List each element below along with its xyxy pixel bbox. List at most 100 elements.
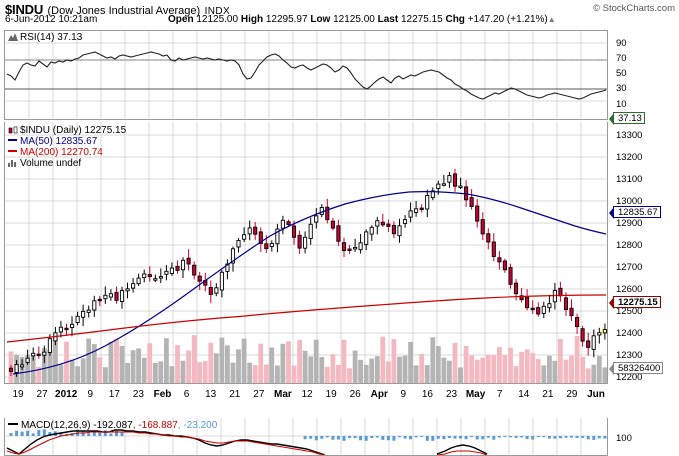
price-legend: $INDU (Daily) 12275.15 MA(50) 12835.67 M…	[8, 125, 126, 169]
candle-body	[447, 175, 452, 183]
x-axis-tick: 27	[253, 389, 265, 400]
candle-body	[536, 307, 541, 315]
volume-bar	[164, 338, 169, 383]
rsi-plot-area[interactable]	[4, 30, 608, 120]
macd-histogram-bar	[475, 436, 479, 440]
candle-body	[164, 270, 169, 275]
candle-body	[219, 271, 224, 291]
candle-body	[136, 277, 141, 285]
rsi-legend-label: RSI(14) 37.13	[20, 32, 83, 43]
candle-body	[192, 264, 197, 276]
volume-bar	[80, 358, 86, 383]
candle-body	[469, 197, 474, 207]
candle-body	[519, 295, 524, 301]
macd-y-axis: 100	[608, 418, 679, 456]
rsi-tick: 70	[616, 53, 627, 64]
candle-body	[541, 305, 546, 314]
volume-bar	[119, 345, 125, 383]
candle-body	[430, 190, 435, 199]
candle-body	[42, 351, 47, 356]
candle-body	[525, 296, 530, 309]
candle-body	[14, 364, 19, 373]
volume-bar	[275, 365, 280, 383]
volume-bar	[497, 347, 502, 383]
candle-body	[186, 257, 191, 265]
candle-body	[558, 287, 563, 297]
x-axis-tick: 9	[87, 389, 94, 400]
volume-bar	[386, 361, 391, 383]
macd-histogram-bar	[603, 436, 607, 439]
candle-body	[197, 275, 202, 282]
macd-histogram-bar	[320, 436, 324, 439]
rsi-tick: 90	[616, 38, 627, 49]
macd-plot-svg	[5, 418, 607, 455]
open-label: Open	[168, 14, 194, 25]
volume-value-tag: 58326400	[608, 362, 664, 375]
volume-bar	[252, 365, 258, 383]
macd-histogram-bar	[398, 436, 401, 438]
x-axis-tick: 6	[183, 389, 190, 400]
x-axis-tick: Mar	[274, 389, 292, 400]
volume-bar	[424, 365, 430, 383]
macd-histogram-bar	[359, 436, 363, 441]
candle-body	[308, 223, 313, 239]
volume-bar	[447, 360, 452, 383]
candle-body	[547, 303, 552, 309]
price-legend-ma200-row: MA(200) 12270.74	[8, 147, 126, 158]
macd-histogram-value: -23.200	[183, 420, 218, 431]
macd-histogram-bar	[509, 436, 512, 438]
volume-bar	[369, 358, 375, 383]
macd-histogram-bar	[581, 436, 585, 438]
price-tick: 12200	[616, 372, 643, 383]
x-axis-tick: 29	[566, 389, 578, 400]
volume-bar	[58, 364, 64, 383]
volume-bar	[563, 359, 569, 383]
volume-bar	[286, 341, 291, 383]
x-axis-tick: 14	[518, 389, 530, 400]
volume-bar	[330, 354, 336, 383]
volume-bar	[236, 349, 241, 383]
volume-bar	[103, 367, 108, 383]
candle-body	[502, 260, 507, 271]
macd-line-right	[436, 444, 488, 455]
volume-bar	[108, 341, 114, 383]
price-plot-area[interactable]	[4, 122, 608, 384]
ma50-swatch-icon	[8, 139, 17, 141]
macd-histogram-bar	[353, 436, 357, 438]
x-axis-tick: Jun	[587, 389, 605, 400]
price-legend-volume: Volume undef	[20, 158, 82, 169]
volume-bar	[391, 339, 397, 383]
price-tick: 12900	[616, 218, 643, 229]
volume-bar	[591, 364, 597, 383]
ma50-value-tag: 12835.67	[609, 206, 661, 219]
change-label: Chg	[445, 14, 465, 25]
volume-bar	[197, 362, 203, 383]
volume-bars	[8, 335, 607, 383]
x-axis-tick: 12	[301, 389, 313, 400]
candle-body	[497, 257, 502, 263]
volume-bar	[502, 355, 508, 383]
volume-bar	[413, 365, 419, 383]
macd-signal-line	[6, 431, 326, 455]
volume-bar	[374, 356, 380, 383]
candle-body	[530, 307, 535, 311]
symbol-exchange: INDX	[204, 6, 231, 17]
candle-body	[75, 315, 80, 323]
macd-histogram-bar	[536, 436, 540, 438]
candle-body	[86, 309, 91, 313]
macd-histogram-bar	[348, 436, 352, 439]
candle-body	[563, 297, 569, 311]
price-tick: 12400	[616, 328, 643, 339]
volume-bar	[347, 368, 352, 383]
x-axis-tick: 16	[421, 389, 433, 400]
price-legend-ma50-row: MA(50) 12835.67	[8, 136, 126, 147]
volume-bar	[191, 335, 197, 383]
volume-bar	[336, 364, 341, 383]
candle-body	[247, 227, 252, 235]
candle-body	[369, 226, 374, 235]
price-legend-volume-row: Volume undef	[8, 158, 126, 169]
macd-histogram-bar	[575, 436, 579, 438]
volume-bar	[552, 360, 558, 383]
macd-histogram-bar	[31, 433, 35, 436]
macd-histogram-bar	[503, 436, 507, 438]
